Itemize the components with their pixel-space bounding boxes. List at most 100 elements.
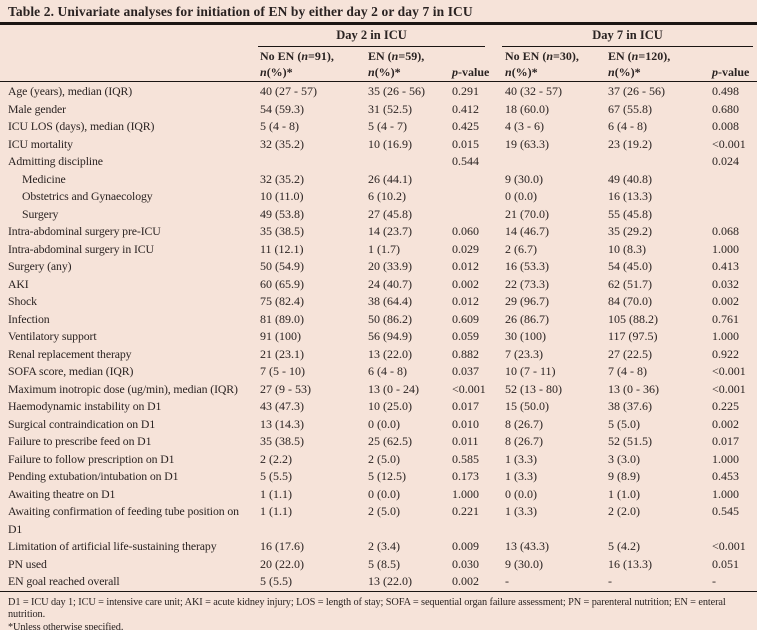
cell-day2-no-en: 60 (65.9) xyxy=(260,276,304,291)
cell-day2-no-en: 35 (38.5) xyxy=(260,434,304,448)
footer-rule xyxy=(0,590,757,592)
table-row: Failure to prescribe feed on D1 35 (38.5… xyxy=(0,433,757,451)
cell-day2-pvalue: 0.544 xyxy=(452,154,479,168)
cell-day7-no-en: 4 (3 - 6) xyxy=(505,119,544,133)
cell-day7-pvalue: 0.413 xyxy=(712,259,739,273)
cell-day7-en: 23 (19.2) xyxy=(608,136,652,151)
table-title: Table 2. Univariate analyses for initiat… xyxy=(8,4,473,19)
table-row: Failure to follow prescription on D1 2 (… xyxy=(0,451,757,469)
cell-day7-pvalue: 0.024 xyxy=(712,154,739,168)
cell-day2-pvalue: 0.882 xyxy=(452,346,479,361)
cell-day7-en: 27 (22.5) xyxy=(608,346,652,361)
cell-day7-en: 67 (55.8) xyxy=(608,101,652,116)
cell-day2-en: 10 (25.0) xyxy=(368,399,412,413)
table-row: Male gender 54 (59.3) 31 (52.5) 0.412 18… xyxy=(0,101,757,119)
cell-day2-no-en: 35 (38.5) xyxy=(260,224,304,238)
cell-day7-pvalue: 0.032 xyxy=(712,276,739,291)
cell-day7-no-en: 1 (3.3) xyxy=(505,469,537,483)
row-label: Failure to follow prescription on D1 xyxy=(8,451,175,466)
table-row: Surgery 49 (53.8) 27 (45.8) 21 (70.0) 55… xyxy=(0,206,757,224)
cell-day7-en: 55 (45.8) xyxy=(608,206,652,221)
cell-day7-pvalue: 0.002 xyxy=(712,294,739,308)
cell-day2-pvalue: <0.001 xyxy=(452,381,486,396)
cell-day2-pvalue: 0.010 xyxy=(452,416,479,431)
cell-day2-en: 26 (44.1) xyxy=(368,171,412,186)
cell-day2-en: 50 (86.2) xyxy=(368,311,412,326)
table-row: Awaiting theatre on D1 1 (1.1) 0 (0.0) 1… xyxy=(0,486,757,504)
row-label: Intra-abdominal surgery in ICU xyxy=(8,241,154,256)
row-label: Pending extubation/intubation on D1 xyxy=(8,469,179,483)
cell-day2-en: 13 (0 - 24) xyxy=(368,381,419,396)
cell-day7-pvalue: <0.001 xyxy=(712,539,746,553)
cell-day2-no-en: 13 (14.3) xyxy=(260,416,304,431)
table-row: Surgical contraindication on D1 13 (14.3… xyxy=(0,416,757,434)
table-body: Age (years), median (IQR) 40 (27 - 57) 3… xyxy=(0,82,757,591)
cell-day7-pvalue: <0.001 xyxy=(712,364,746,378)
cell-day7-no-en: 8 (26.7) xyxy=(505,434,543,448)
cell-day7-pvalue: 0.453 xyxy=(712,469,739,483)
row-label: ICU LOS (days), median (IQR) xyxy=(8,119,155,133)
row-label: Failure to prescribe feed on D1 xyxy=(8,434,152,448)
cell-day2-pvalue: 0.585 xyxy=(452,451,479,466)
cell-day2-pvalue: 0.060 xyxy=(452,224,479,238)
cell-day7-pvalue: 0.680 xyxy=(712,101,739,116)
cell-day2-no-en: 5 (4 - 8) xyxy=(260,119,299,133)
cell-day2-pvalue: 0.291 xyxy=(452,84,479,98)
cell-day7-pvalue: 0.002 xyxy=(712,416,739,431)
cell-day7-no-en: 2 (6.7) xyxy=(505,241,537,256)
row-label: Shock xyxy=(8,294,37,308)
table-row: Age (years), median (IQR) 40 (27 - 57) 3… xyxy=(0,83,757,101)
row-label: Limitation of artificial life-sustaining… xyxy=(8,539,217,553)
cell-day7-pvalue: 1.000 xyxy=(712,329,739,343)
table-row: Admitting discipline 0.544 0.024 xyxy=(0,153,757,171)
cell-day7-no-en: - xyxy=(505,574,509,588)
column-header-day7-no-en: No EN (n=30), n(%)* xyxy=(505,49,579,79)
cell-day7-no-en: 22 (73.3) xyxy=(505,276,549,291)
cell-day2-pvalue: 0.425 xyxy=(452,119,479,133)
cell-day2-en: 13 (22.0) xyxy=(368,574,412,588)
cell-day2-pvalue: 0.029 xyxy=(452,241,479,256)
column-header-day2-pvalue: p-value xyxy=(452,64,490,79)
cell-day7-pvalue: 1.000 xyxy=(712,241,739,256)
cell-day7-no-en: 7 (23.3) xyxy=(505,346,543,361)
cell-day7-pvalue: 0.225 xyxy=(712,399,739,413)
table-row: Medicine 32 (35.2) 26 (44.1) 9 (30.0) 49… xyxy=(0,171,757,189)
cell-day7-en: 5 (4.2) xyxy=(608,539,640,553)
table-row: Shock 75 (82.4) 38 (64.4) 0.012 29 (96.7… xyxy=(0,293,757,311)
cell-day2-no-en: 2 (2.2) xyxy=(260,451,292,466)
cell-day2-pvalue: 0.012 xyxy=(452,294,479,308)
cell-day7-pvalue: 0.545 xyxy=(712,504,739,518)
group-header-day7: Day 7 in ICU xyxy=(502,25,753,47)
cell-day7-no-en: 16 (53.3) xyxy=(505,259,549,273)
cell-day2-no-en: 21 (23.1) xyxy=(260,346,304,361)
cell-day7-en: 54 (45.0) xyxy=(608,259,652,273)
cell-day7-pvalue: 0.761 xyxy=(712,311,739,326)
cell-day7-en: 16 (13.3) xyxy=(608,556,652,571)
column-header-row: No EN (n=91), n(%)* EN (n=59), n(%)* p-v… xyxy=(0,47,757,82)
cell-day2-no-en: 7 (5 - 10) xyxy=(260,364,305,378)
table-row: Infection 81 (89.0) 50 (86.2) 0.609 26 (… xyxy=(0,311,757,329)
cell-day2-en: 5 (8.5) xyxy=(368,556,400,571)
cell-day7-en: 2 (2.0) xyxy=(608,504,640,518)
row-label: Admitting discipline xyxy=(8,154,103,168)
table-row: Obstetrics and Gynaecology 10 (11.0) 6 (… xyxy=(0,188,757,206)
cell-day7-pvalue: 1.000 xyxy=(712,486,739,501)
cell-day7-pvalue: <0.001 xyxy=(712,381,746,396)
cell-day7-pvalue: 0.008 xyxy=(712,119,739,133)
table-row: Intra-abdominal surgery pre-ICU 35 (38.5… xyxy=(0,223,757,241)
cell-day2-no-en: 5 (5.5) xyxy=(260,469,292,483)
cell-day7-no-en: 13 (43.3) xyxy=(505,539,549,553)
cell-day2-pvalue: 1.000 xyxy=(452,486,479,501)
cell-day2-en: 20 (33.9) xyxy=(368,259,412,273)
table-row: ICU LOS (days), median (IQR) 5 (4 - 8) 5… xyxy=(0,118,757,136)
cell-day2-pvalue: 0.609 xyxy=(452,311,479,326)
cell-day2-en: 31 (52.5) xyxy=(368,101,412,116)
cell-day2-en: 6 (10.2) xyxy=(368,189,406,203)
cell-day2-no-en: 5 (5.5) xyxy=(260,574,292,588)
row-label: Infection xyxy=(8,311,50,326)
cell-day2-pvalue: 0.011 xyxy=(452,434,479,448)
row-label: Obstetrics and Gynaecology xyxy=(22,189,153,203)
cell-day2-en: 5 (4 - 7) xyxy=(368,119,407,133)
cell-day7-no-en: 0 (0.0) xyxy=(505,486,537,501)
row-label: Surgical contraindication on D1 xyxy=(8,416,156,431)
